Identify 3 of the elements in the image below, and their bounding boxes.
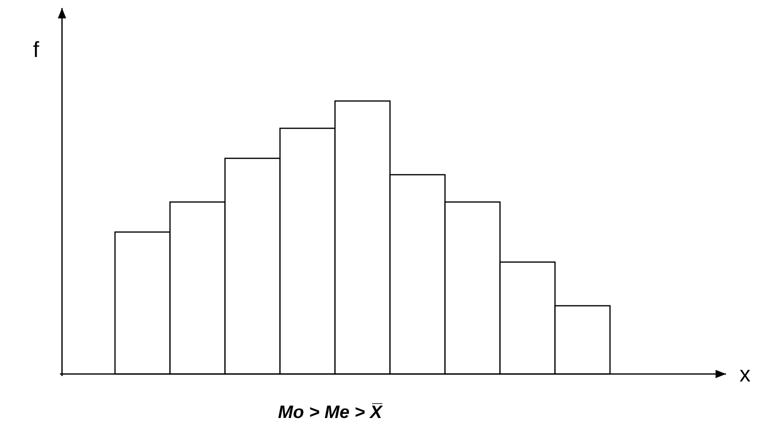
text: x: [740, 362, 750, 386]
text: Mo > Me > X̅: [278, 402, 384, 422]
y-axis-title: f: [32, 37, 40, 62]
